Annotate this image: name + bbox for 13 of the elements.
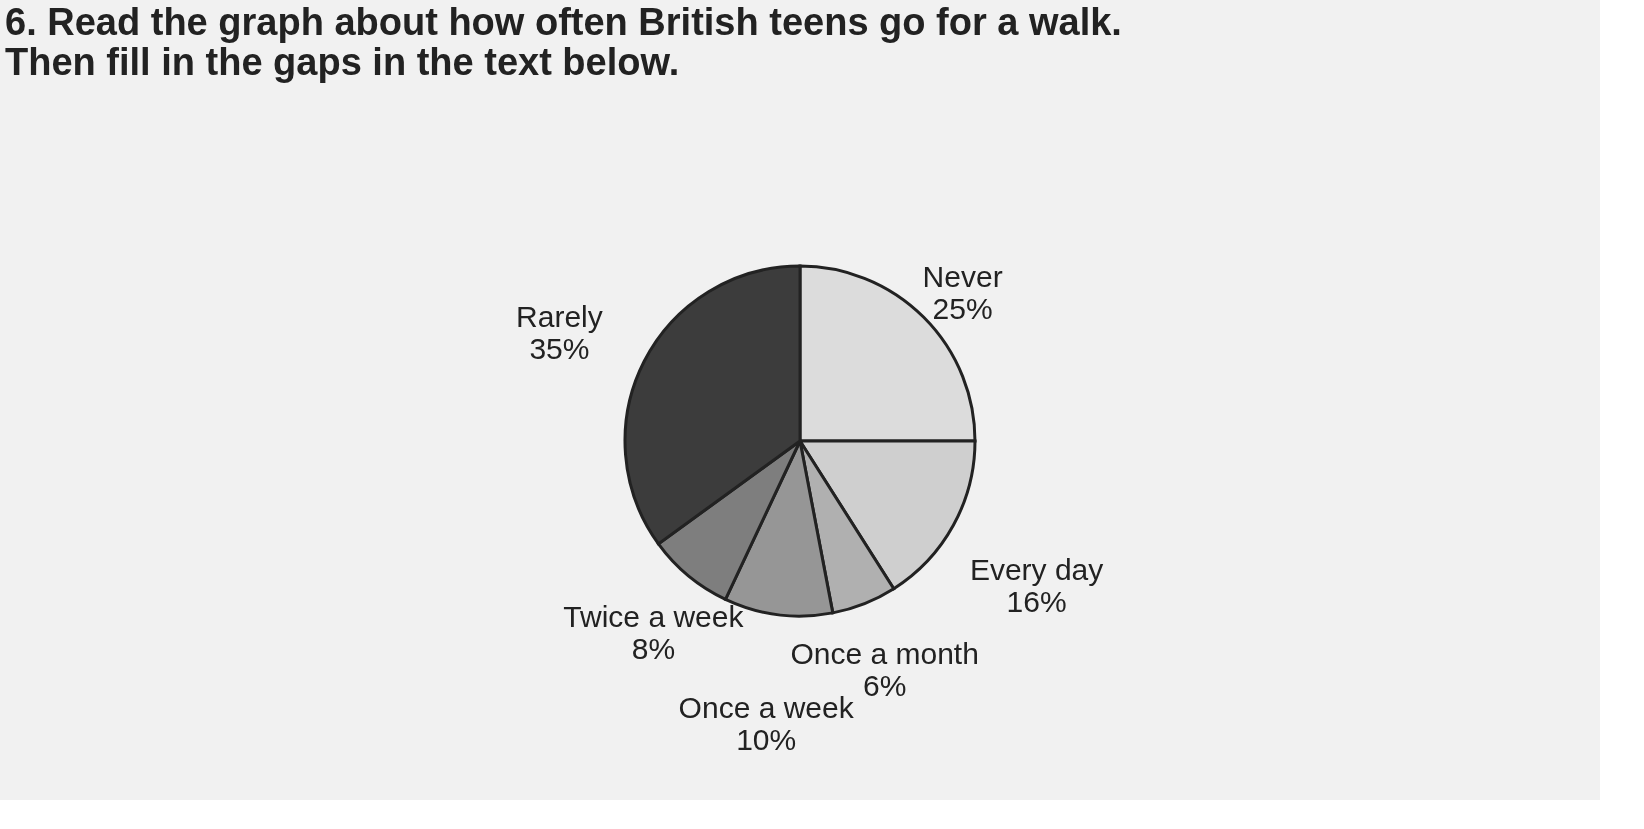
data-label: 16% (1006, 585, 1067, 619)
slice-label: Twice a week (563, 600, 745, 634)
slice-label: Never (922, 260, 1003, 294)
slice-label: Rarely (516, 300, 603, 334)
slice-label: Every day (969, 553, 1104, 587)
slice-label: Once a week (678, 690, 855, 724)
slice-label: Once a month (790, 636, 979, 670)
data-label: 25% (932, 292, 993, 326)
chart-title: 6. Read the graph about how often British teens go for a walk. Then fill in the gaps in the text below. (5, 1, 1122, 83)
data-label: 10% (736, 722, 797, 756)
data-label: 8% (631, 632, 676, 666)
data-label: 6% (862, 668, 907, 702)
data-label: 35% (529, 332, 590, 366)
